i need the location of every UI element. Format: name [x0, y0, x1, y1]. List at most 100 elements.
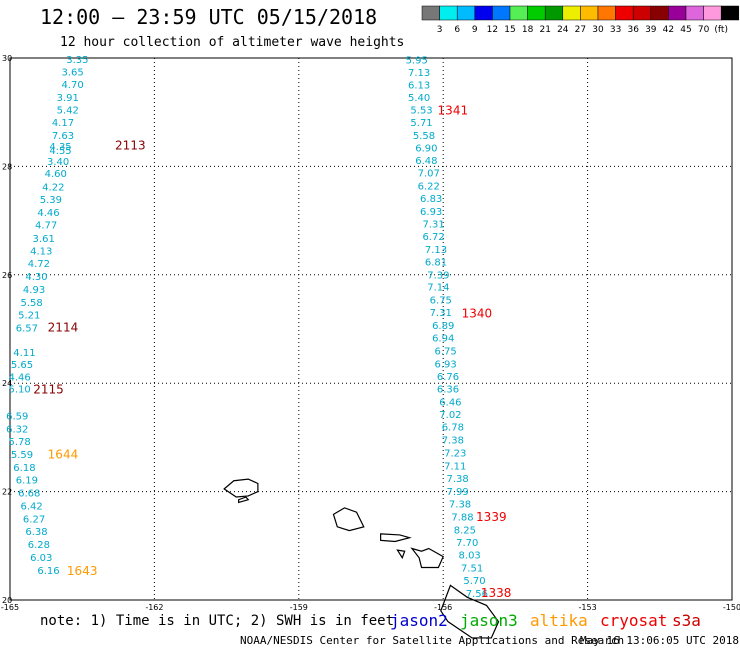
color-swatch — [632, 5, 652, 21]
wave-height-label: 7.14 — [427, 283, 449, 294]
pass-time-label: 2114 — [48, 320, 79, 334]
y-tick-label: 26 — [2, 271, 12, 280]
wave-height-label: 4.30 — [25, 272, 47, 283]
wave-height-label: 7.99 — [447, 487, 469, 498]
x-tick-label: -165 — [1, 603, 19, 612]
wave-height-label: 5.95 — [406, 56, 428, 67]
pass-time-label: 1339 — [476, 510, 507, 524]
chart-subtitle: 12 hour collection of altimeter wave hei… — [60, 35, 404, 50]
wave-height-label: 6.93 — [420, 207, 442, 218]
color-scale-label: 3 — [437, 25, 443, 35]
wave-height-label: 3.35 — [66, 55, 88, 66]
color-swatch — [562, 5, 581, 21]
wave-height-label: 7.51 — [461, 563, 483, 574]
color-scale-label: 12 — [487, 25, 498, 35]
satellite-legend-altika: altika — [530, 611, 588, 630]
chart-title: 12:00 – 23:59 UTC 05/15/2018 — [40, 5, 377, 29]
wave-height-label: 4.77 — [35, 220, 57, 231]
wave-height-label: 7.63 — [52, 131, 74, 142]
island-outline — [380, 533, 412, 543]
color-scale-label: 42 — [663, 25, 674, 35]
color-scale-label: (ft) — [714, 25, 728, 35]
x-tick-label: -153 — [579, 603, 597, 612]
pass-time-label: 1643 — [67, 564, 98, 578]
wave-height-label: 7.39 — [427, 270, 449, 281]
plot-frame — [9, 57, 733, 601]
wave-height-label: 5.65 — [11, 360, 33, 371]
wave-height-label: 5.70 — [463, 576, 485, 587]
wave-height-label: 7.11 — [444, 462, 466, 473]
color-swatch — [597, 5, 616, 21]
wave-height-label: 4.93 — [23, 285, 45, 296]
wave-height-label: 5.78 — [8, 437, 30, 448]
x-tick-label: -159 — [290, 603, 308, 612]
island-outline — [332, 507, 365, 532]
y-tick-label: 24 — [2, 379, 12, 388]
wave-height-label: 6.78 — [442, 423, 464, 434]
footer-credit: NOAA/NESDIS Center for Satellite Applica… — [240, 634, 624, 647]
color-scale-label: 9 — [472, 25, 478, 35]
wave-height-label: 6.13 — [408, 81, 430, 92]
island-outline — [410, 547, 444, 569]
color-scale-label: 24 — [557, 25, 569, 35]
y-tick-label: 30 — [2, 54, 12, 63]
color-swatch — [615, 5, 634, 21]
y-tick-label: 22 — [2, 488, 12, 497]
wave-height-label: 6.59 — [6, 412, 28, 423]
color-swatch — [492, 5, 511, 21]
footer-note: note: 1) Time is in UTC; 2) SWH is in fe… — [40, 613, 394, 629]
x-tick-label: -150 — [723, 603, 740, 612]
island-outline — [223, 478, 259, 498]
wave-height-label: 4.35 — [49, 142, 71, 153]
satellite-legend: jason2 jason3 altika cryosat s3a — [390, 611, 701, 630]
wave-height-label: 4.11 — [13, 348, 35, 359]
wave-height-label: 7.70 — [456, 538, 478, 549]
wave-height-label: 6.27 — [23, 515, 45, 526]
wave-height-label: 4.13 — [30, 246, 52, 257]
wave-height-label: 6.22 — [418, 181, 440, 192]
color-swatch — [685, 5, 704, 21]
color-scale-bar: 3 6 9 12 15 18 21 24 27 30 33 36 39 42 45 70 (ft) — [421, 5, 740, 35]
wave-height-label: 7.38 — [442, 436, 464, 447]
satellite-legend-cryosat: cryosat — [600, 611, 667, 630]
wave-height-label: 6.83 — [420, 194, 442, 205]
wave-height-label: 6.19 — [16, 476, 38, 487]
color-swatch — [509, 5, 528, 21]
pass-time-label: 2115 — [33, 383, 64, 397]
wave-height-label: 4.22 — [42, 182, 64, 193]
wave-height-label: 5.21 — [18, 310, 40, 321]
wave-height-label: 8.25 — [454, 526, 476, 537]
wave-height-label: 6.89 — [432, 321, 454, 332]
wave-height-label: 3.40 — [47, 157, 69, 168]
wave-height-label: 6.75 — [430, 296, 452, 307]
wave-height-label: 6.81 — [425, 257, 447, 268]
wave-height-label: 6.18 — [13, 463, 35, 474]
color-swatch — [668, 5, 687, 21]
x-tick-label: -162 — [145, 603, 163, 612]
wave-height-label: 6.36 — [437, 385, 459, 396]
pass-time-label: 1338 — [481, 586, 512, 600]
wave-height-label: 6.90 — [415, 143, 437, 154]
wave-height-label: 7.88 — [451, 513, 473, 524]
color-scale-label: 15 — [504, 25, 515, 35]
wave-height-label: 5.10 — [8, 385, 30, 396]
wave-height-label: 4.46 — [8, 373, 30, 384]
wave-height-label: 4.72 — [28, 259, 50, 270]
wave-height-label: 6.68 — [18, 489, 40, 500]
wave-height-label: 6.75 — [434, 347, 456, 358]
satellite-legend-jason3: jason3 — [460, 611, 518, 630]
wave-height-label: 3.91 — [57, 93, 79, 104]
footer-timestamp: May 16 13:06:05 UTC 2018 — [580, 634, 739, 647]
color-scale-label: 33 — [610, 25, 621, 35]
color-scale-label: 21 — [539, 25, 550, 35]
wave-height-label: 6.48 — [415, 156, 437, 167]
wave-height-label: 7.07 — [418, 168, 440, 179]
wave-height-label: 7.38 — [449, 500, 471, 511]
wave-height-label: 6.93 — [434, 360, 456, 371]
color-scale-label: 39 — [645, 25, 657, 35]
x-tick-label: -156 — [434, 603, 452, 612]
color-scale-label: 18 — [522, 25, 534, 35]
wave-height-label: 6.46 — [439, 398, 461, 409]
chart-grid — [9, 57, 733, 601]
wave-height-label: 7.02 — [439, 410, 461, 421]
